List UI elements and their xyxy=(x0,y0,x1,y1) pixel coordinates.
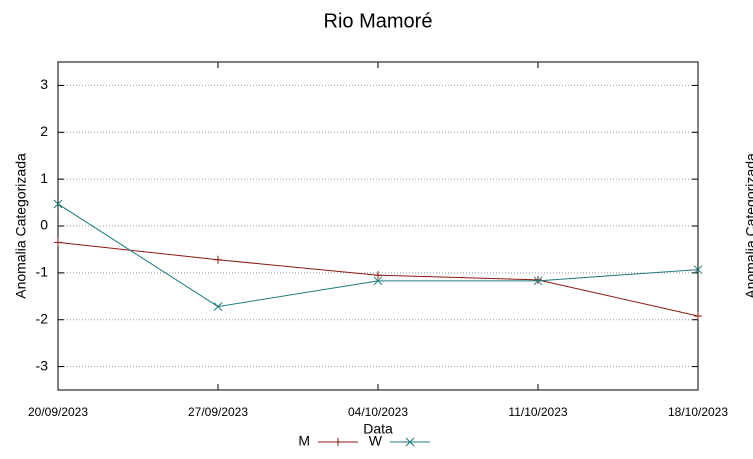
point xyxy=(533,276,543,286)
x-tick-label: 20/09/2023 xyxy=(28,405,88,419)
y-axis-label: Anomalia Categorizada xyxy=(13,153,29,299)
legend-marker xyxy=(334,438,342,446)
x-tick-label: 04/10/2023 xyxy=(348,405,408,419)
legend-label: W xyxy=(369,433,383,449)
point xyxy=(534,275,542,284)
y-tick-label: 3 xyxy=(40,76,48,92)
point xyxy=(694,311,702,320)
point xyxy=(53,199,63,209)
chart-title: Rio Mamoré xyxy=(324,10,433,32)
y-tick-label: 1 xyxy=(40,170,48,186)
point xyxy=(693,265,703,274)
point xyxy=(373,276,383,286)
y-tick-label: 2 xyxy=(40,123,48,139)
y-tick-label: -2 xyxy=(36,310,49,326)
point xyxy=(213,302,223,311)
point xyxy=(374,271,382,280)
legend-marker xyxy=(405,437,415,447)
y2-axis-label: Anomalia Categorizada xyxy=(743,153,753,299)
y-tick-label: -1 xyxy=(36,264,49,280)
line xyxy=(57,203,699,308)
point xyxy=(214,255,222,264)
x-tick-label: 18/10/2023 xyxy=(668,405,728,419)
legend-label: M xyxy=(298,433,310,449)
x-tick-label: 27/09/2023 xyxy=(188,405,248,419)
plot-frame xyxy=(57,61,699,391)
point xyxy=(54,238,62,247)
x-tick-label: 11/10/2023 xyxy=(508,405,567,419)
y-tick-label: 0 xyxy=(40,217,48,233)
x-axis-label: Data xyxy=(363,421,393,437)
y-tick-label: -3 xyxy=(36,357,49,373)
